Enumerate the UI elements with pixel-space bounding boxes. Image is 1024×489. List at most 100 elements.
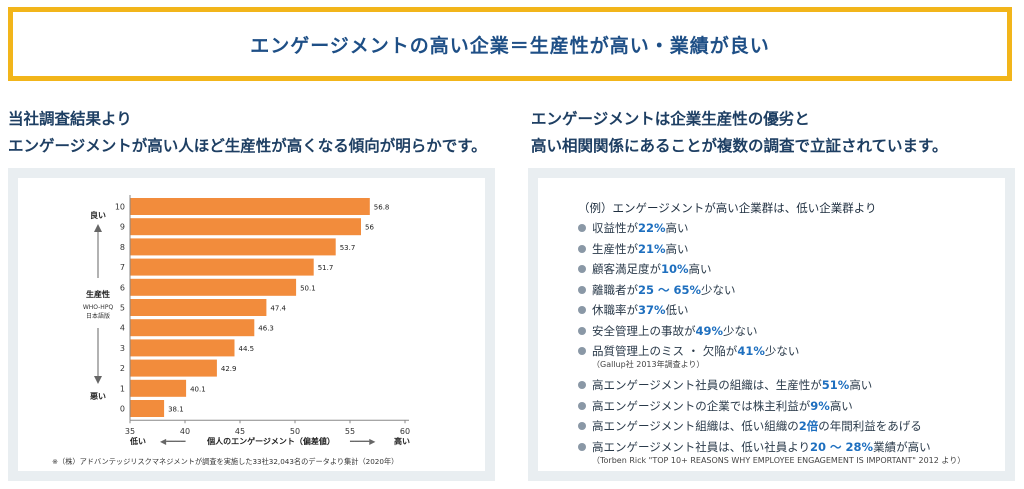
x-tick-label-55: 55 [345, 427, 355, 436]
y-axis-sublabel-1: WHO-HPQ [83, 304, 114, 311]
left-lead-line1: 当社調査結果より [8, 110, 132, 128]
category-label-4: 4 [120, 324, 125, 333]
right-lead-text: エンゲージメントは企業生産性の優劣と 高い相関関係にあることが複数の調査で立証さ… [531, 106, 1021, 160]
fact-item: 高エンゲージメント社員は、低い社員より20 ～ 28%業績が高い （Torben … [578, 438, 998, 472]
fact-suffix: 高い [849, 378, 873, 392]
fact-highlight: 10% [661, 262, 689, 276]
fact-item: 高エンゲージメント社員の組織は、生産性が51%高い [578, 376, 998, 397]
facts-list: 収益性が22%高い 生産性が21%高い 顧客満足度が10%高い 離職者が25 ～ 65… [578, 219, 998, 472]
fact-text: 高エンゲージメント社員の組織は、生産性が [592, 378, 822, 392]
fact-suffix: の年間利益をあげる [818, 419, 922, 433]
bar-10 [130, 198, 370, 215]
fact-item: 品質管理上のミス ・ 欠陥が41%少ない （Gallup社 2013年調査より） [578, 342, 998, 376]
y-axis-sublabel-2: 日本語版 [86, 312, 110, 320]
left-lead-line2: エンゲージメントが高い人ほど生産性が高くなる傾向が明らかです。 [8, 137, 487, 155]
y-axis-label: 生産性 [86, 289, 110, 299]
fact-source-note: （Gallup社 2013年調査より） [592, 360, 705, 369]
value-label-3: 44.5 [239, 345, 255, 353]
fact-suffix: 高い [829, 398, 853, 413]
fact-highlight: 41% [737, 344, 765, 358]
bullet-icon [578, 442, 586, 451]
x-tick-label-40: 40 [180, 427, 190, 436]
bar-0 [130, 400, 165, 417]
x-high-label: 高い [394, 436, 410, 446]
value-label-8: 53.7 [340, 244, 356, 252]
value-label-10: 56.8 [374, 204, 390, 212]
value-label-4: 46.3 [258, 325, 274, 333]
fact-text: 高エンゲージメント社員は、低い社員より [592, 439, 811, 454]
fact-highlight: 49% [695, 323, 724, 338]
category-label-8: 8 [120, 243, 125, 252]
x-tick-label-35: 35 [125, 427, 135, 436]
category-label-2: 2 [120, 364, 125, 373]
category-label-6: 6 [120, 283, 125, 292]
fact-suffix: 少ない [723, 323, 758, 338]
facts-intro: （例）エンゲージメントが高い企業群は、低い企業群より [578, 201, 877, 215]
fact-text: 安全管理上の事故が [592, 323, 696, 338]
fact-suffix: 高い [665, 241, 689, 256]
x-tick-label-60: 60 [400, 427, 410, 436]
category-label-9: 9 [120, 223, 125, 232]
fact-highlight: 37% [638, 303, 666, 317]
fact-highlight: 51% [821, 378, 850, 392]
fact-suffix: 少ない [701, 282, 736, 297]
category-label-3: 3 [120, 344, 125, 353]
category-label-7: 7 [120, 263, 125, 272]
bullet-icon [578, 347, 586, 355]
fact-item: 休職率が37%低い [578, 301, 998, 322]
bar-9 [130, 218, 361, 236]
bar-4 [130, 319, 255, 337]
fact-suffix: 業績が高い [873, 439, 931, 454]
fact-suffix: 高い [688, 262, 712, 276]
fact-suffix: 低い [665, 303, 689, 317]
right-lead-line1: エンゲージメントは企業生産性の優劣と [531, 110, 810, 128]
bullet-icon [578, 306, 586, 314]
fact-suffix: 高い [665, 221, 689, 235]
fact-highlight: 9% [810, 398, 830, 413]
facts-card: （例）エンゲージメントが高い企業群は、低い企業群より 収益性が22%高い 生産性が… [538, 178, 1005, 471]
fact-highlight: 21% [638, 241, 666, 256]
fact-text: 収益性が [592, 221, 638, 235]
fact-item: 離職者が25 ～ 65%少ない [578, 281, 998, 302]
fact-text: 高エンゲージメント組織は、低い組織の [592, 419, 799, 433]
y-bottom-label: 悪い [90, 392, 106, 401]
fact-text: 高エンゲージメントの企業では株主利益が [592, 398, 811, 413]
bar-1 [130, 379, 187, 397]
facts-panel: （例）エンゲージメントが高い企業群は、低い企業群より 収益性が22%高い 生産性が… [528, 168, 1015, 481]
fact-suffix: 少ない [764, 344, 800, 358]
x-low-label: 低い [129, 436, 146, 446]
x-left-arrow: ◀━━━━ [160, 437, 186, 446]
chart-footnote: ※（株）アドバンテッジリスクマネジメントが調査を実施した33社32,043名のデ… [52, 457, 398, 466]
bar-group [130, 198, 370, 417]
value-label-5: 47.4 [270, 305, 286, 313]
bar-8 [130, 238, 336, 256]
x-right-arrow: ━━━━▶ [349, 437, 376, 446]
fact-item: 生産性が21%高い [578, 240, 998, 261]
fact-text: 顧客満足度が [592, 262, 661, 276]
fact-text: 生産性が [592, 241, 638, 256]
fact-text: 品質管理上のミス ・ 欠陥が [592, 344, 738, 358]
header-banner: エンゲージメントの高い企業＝生産性が高い・業績が良い [8, 7, 1012, 81]
fact-highlight: 20 ～ 28% [810, 439, 874, 454]
right-lead-line2: 高い相関関係にあることが複数の調査で立証されています。 [531, 137, 948, 155]
bullet-icon [578, 401, 586, 410]
x-tick-label-45: 45 [235, 427, 245, 436]
bullet-icon [578, 244, 586, 253]
fact-text: 離職者が [592, 282, 638, 297]
fact-item: 収益性が22%高い [578, 219, 998, 240]
fact-highlight: 25 ～ 65% [638, 282, 702, 297]
bullet-icon [578, 422, 586, 430]
bar-3 [130, 339, 235, 357]
banner-title: エンゲージメントの高い企業＝生産性が高い・業績が良い [250, 34, 770, 57]
fact-highlight: 22% [638, 221, 666, 235]
fact-item: 高エンゲージメント組織は、低い組織の2倍の年間利益をあげる [578, 417, 998, 438]
value-label-6: 50.1 [300, 284, 316, 292]
fact-highlight: 2倍 [798, 419, 819, 433]
category-label-1: 1 [120, 384, 125, 393]
value-label-9: 56 [365, 224, 374, 232]
bar-2 [130, 359, 217, 377]
fact-text: 休職率が [592, 303, 638, 317]
bar-5 [130, 299, 267, 316]
